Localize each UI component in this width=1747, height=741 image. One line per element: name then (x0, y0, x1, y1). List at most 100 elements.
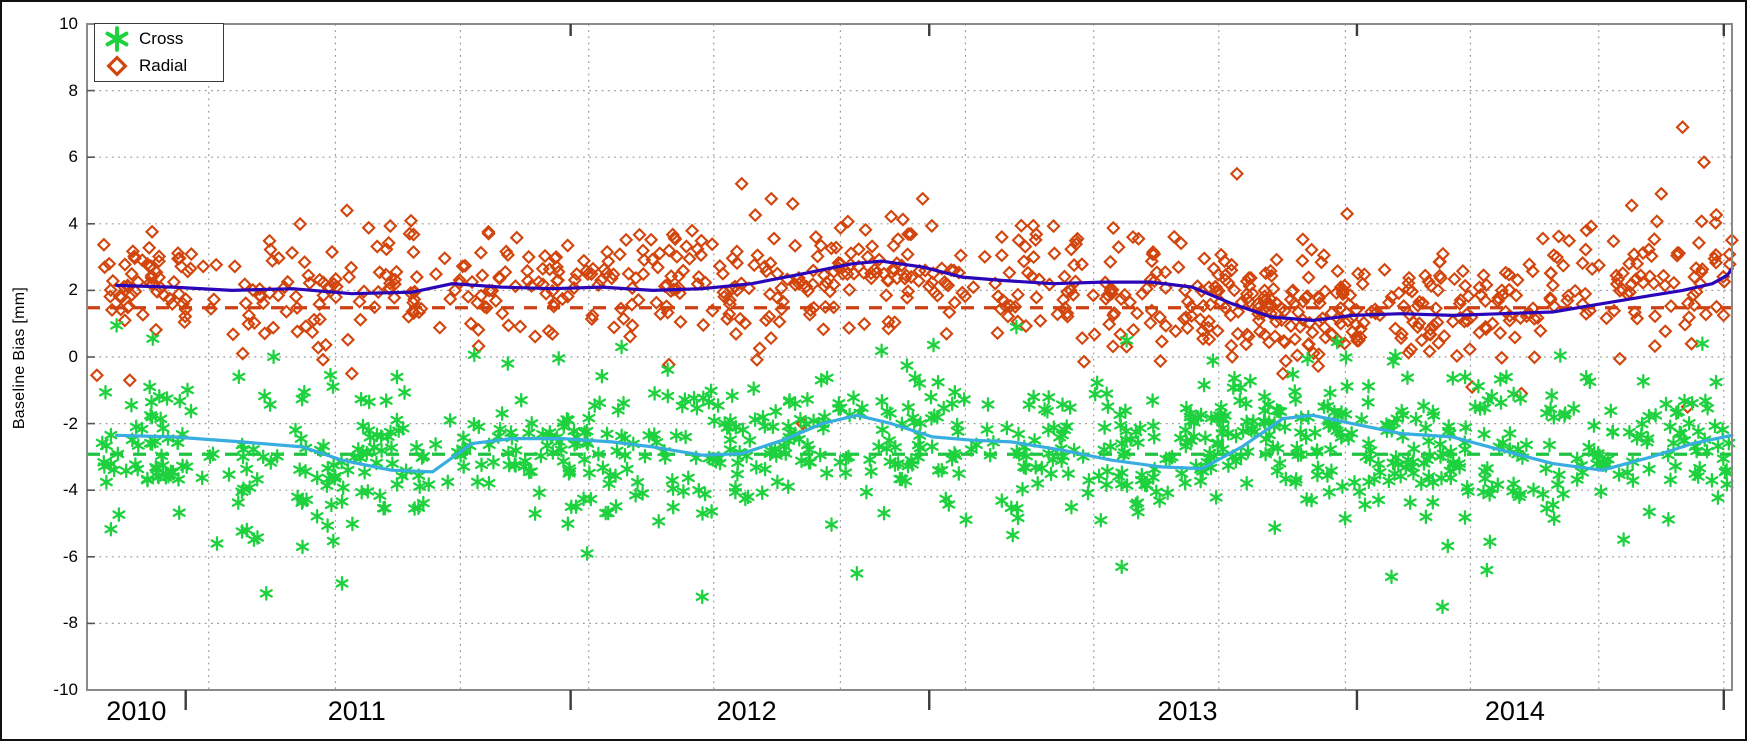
cross-marker (259, 586, 273, 601)
radial-marker (1606, 234, 1621, 248)
radial-marker (196, 259, 210, 274)
cross-marker (341, 462, 355, 478)
radial-marker (1340, 207, 1354, 221)
radial-marker (1508, 330, 1522, 345)
radial-marker (1168, 324, 1183, 338)
cross-marker (1659, 396, 1673, 412)
y-tick-label: 4 (68, 213, 78, 233)
y-tick-label: 2 (68, 280, 78, 300)
radial-marker (1650, 214, 1664, 229)
cross-marker (1587, 418, 1601, 433)
radial-marker (528, 329, 542, 344)
radial-marker (1377, 263, 1392, 277)
cross-marker (648, 386, 662, 401)
cross-marker (743, 433, 757, 448)
cross-marker (1115, 559, 1129, 575)
cross-marker (1197, 377, 1211, 393)
radial-marker (621, 267, 636, 281)
radial-marker (1697, 155, 1711, 169)
cross-marker (1011, 426, 1026, 442)
cross-marker (1552, 467, 1566, 483)
radial-marker (510, 231, 524, 245)
cross-marker (1209, 490, 1223, 505)
radial-marker (353, 313, 368, 327)
cross-marker (1709, 374, 1723, 390)
radial-marker (226, 327, 240, 341)
cross-marker-icon (95, 26, 139, 52)
cross-marker (820, 465, 834, 481)
cross-marker (1358, 497, 1372, 513)
cross-marker (258, 388, 272, 404)
cross-marker (222, 467, 236, 482)
radial-marker (345, 366, 359, 381)
cross-marker (1146, 418, 1160, 434)
cross-marker (1526, 482, 1541, 498)
cross-marker (397, 385, 412, 400)
cross-marker (1419, 420, 1433, 436)
cross-marker (1241, 444, 1255, 459)
radial-marker (852, 242, 866, 256)
radial-marker (1033, 314, 1047, 328)
cross-marker (1459, 420, 1473, 435)
cross-marker (580, 546, 594, 561)
cross-marker (358, 464, 372, 480)
cross-marker (1553, 348, 1567, 363)
radial-marker (513, 319, 527, 334)
cross-marker (707, 413, 721, 429)
cross-marker (766, 419, 780, 435)
cross-marker (409, 440, 424, 455)
cross-marker (755, 485, 769, 501)
radial-marker (954, 248, 968, 263)
radial-marker (1397, 299, 1411, 313)
radial-marker (297, 255, 312, 269)
radial-marker (1463, 342, 1477, 356)
cross-marker (534, 448, 548, 464)
radial-marker (501, 318, 516, 333)
cross-marker (210, 536, 224, 551)
cross-marker (1335, 479, 1349, 494)
cross-marker (1347, 475, 1362, 490)
cross-marker (1092, 468, 1106, 484)
radial-marker (1447, 272, 1462, 286)
cross-marker (1458, 369, 1472, 385)
radial-marker (1230, 167, 1244, 181)
legend-label-radial: Radial (139, 55, 188, 75)
cross-marker (1626, 473, 1640, 488)
y-tick-label: -10 (53, 680, 78, 699)
cross-marker (1044, 466, 1058, 482)
radial-marker (184, 247, 198, 261)
cross-marker (143, 379, 157, 395)
radial-marker (735, 177, 749, 191)
cross-marker (877, 505, 891, 521)
radial-marker (810, 249, 825, 264)
radial-marker (1648, 309, 1662, 323)
radial-marker (429, 267, 443, 281)
cross-marker (98, 384, 113, 400)
cross-marker (1340, 379, 1354, 394)
cross-marker (1409, 411, 1423, 427)
radial-marker (767, 231, 781, 246)
radial-marker (1111, 240, 1126, 254)
cross-marker (839, 465, 853, 481)
y-tick-label: 0 (68, 347, 78, 366)
cross-marker (323, 367, 338, 383)
radial-marker (995, 248, 1009, 262)
radial-marker (118, 313, 132, 328)
cross-marker (1227, 370, 1242, 386)
radial-marker (97, 238, 111, 252)
cross-marker (1446, 370, 1460, 386)
cross-marker (556, 453, 570, 469)
radial-marker (900, 247, 915, 262)
cross-marker (373, 488, 387, 504)
cross-marker (1547, 511, 1561, 527)
cross-marker (263, 397, 277, 412)
radial-marker (1388, 321, 1403, 336)
cross-marker (1441, 538, 1455, 554)
cross-marker (1716, 422, 1730, 438)
cross-marker (1240, 475, 1254, 491)
radial-marker (1495, 351, 1509, 365)
cross-marker (288, 422, 303, 438)
radial-marker (705, 237, 719, 251)
cross-marker (321, 518, 335, 533)
radial-marker (990, 326, 1005, 340)
